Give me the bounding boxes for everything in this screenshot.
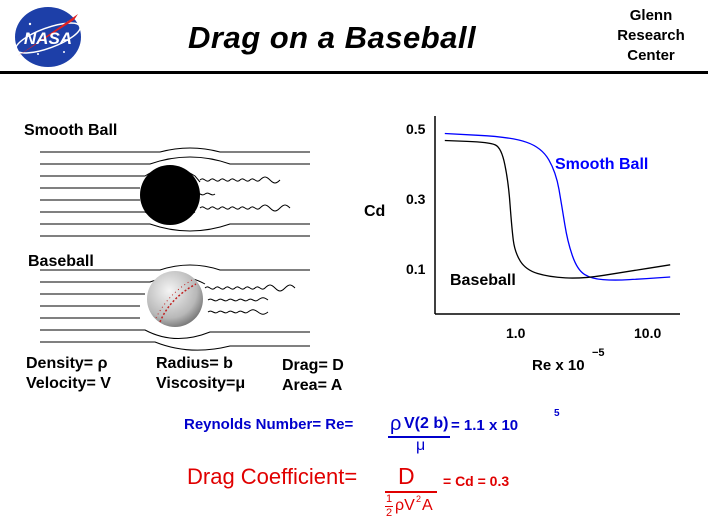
half-fraction-bar <box>385 506 393 507</box>
y-tick-0.3: 0.3 <box>406 191 426 207</box>
nasa-logo: NASA <box>15 7 81 67</box>
smooth-ball-flow-diagram <box>40 147 310 237</box>
reynolds-exponent: 5 <box>554 408 560 419</box>
half-denominator: 2 <box>386 507 393 519</box>
nasa-logo-text: NASA <box>24 29 72 48</box>
drag-coefficient-label: Drag Coefficient= <box>187 464 358 489</box>
reynolds-label: Reynolds Number= Re= <box>184 416 354 433</box>
reynolds-numerator: V(2 b) <box>404 415 449 432</box>
drag-numerator: D <box>398 463 415 489</box>
drag-fraction-bar <box>385 491 437 493</box>
y-axis-label: Cd <box>364 203 385 220</box>
center-name: Glenn Research Center <box>596 6 706 66</box>
series-line-baseball <box>444 139 671 279</box>
baseball-flow-diagram <box>40 264 310 351</box>
x-axis-label-exponent: −5 <box>592 347 605 359</box>
reynolds-mu: μ <box>416 437 426 454</box>
drag-result: = Cd = 0.3 <box>443 473 510 489</box>
reynolds-fraction-bar <box>388 436 450 438</box>
density-label: Density= ρ <box>26 355 108 372</box>
reynolds-rho: ρ <box>390 413 402 435</box>
drag-denominator-area: A <box>422 497 433 514</box>
x-axis-label: Re x 10 <box>532 357 585 374</box>
drag-label: Drag= D <box>282 357 344 374</box>
velocity-label: Velocity= V <box>26 375 111 392</box>
legend-baseball: Baseball <box>450 272 516 289</box>
center-line-1: Glenn <box>629 7 673 24</box>
reynolds-result: = 1.1 x 10 <box>451 417 519 434</box>
header-rule <box>0 71 708 74</box>
radius-label: Radius= b <box>156 355 233 372</box>
area-label: Area= A <box>282 377 343 394</box>
x-tick-10.0: 10.0 <box>634 325 661 341</box>
y-tick-0.1: 0.1 <box>406 261 426 277</box>
baseball-label: Baseball <box>28 253 94 270</box>
drag-coefficient-chart: Cd 0.5 0.3 0.1 1.0 10.0 Re x 10 −5 Smoot… <box>364 116 680 374</box>
y-tick-0.5: 0.5 <box>406 121 426 137</box>
half-numerator: 1 <box>386 493 393 505</box>
legend-smooth-ball: Smooth Ball <box>555 156 648 173</box>
viscosity-label: Viscosity=μ <box>156 375 246 392</box>
center-line-2: Research <box>617 27 685 44</box>
series-line-smooth-ball <box>444 132 671 281</box>
drag-denominator-exponent: 2 <box>416 494 422 504</box>
center-line-3: Center <box>627 47 675 64</box>
smooth-ball-label: Smooth Ball <box>24 122 118 139</box>
page-title: Drag on a Baseball <box>188 20 477 55</box>
x-tick-1.0: 1.0 <box>506 325 526 341</box>
drag-denominator: ρV <box>395 497 415 514</box>
